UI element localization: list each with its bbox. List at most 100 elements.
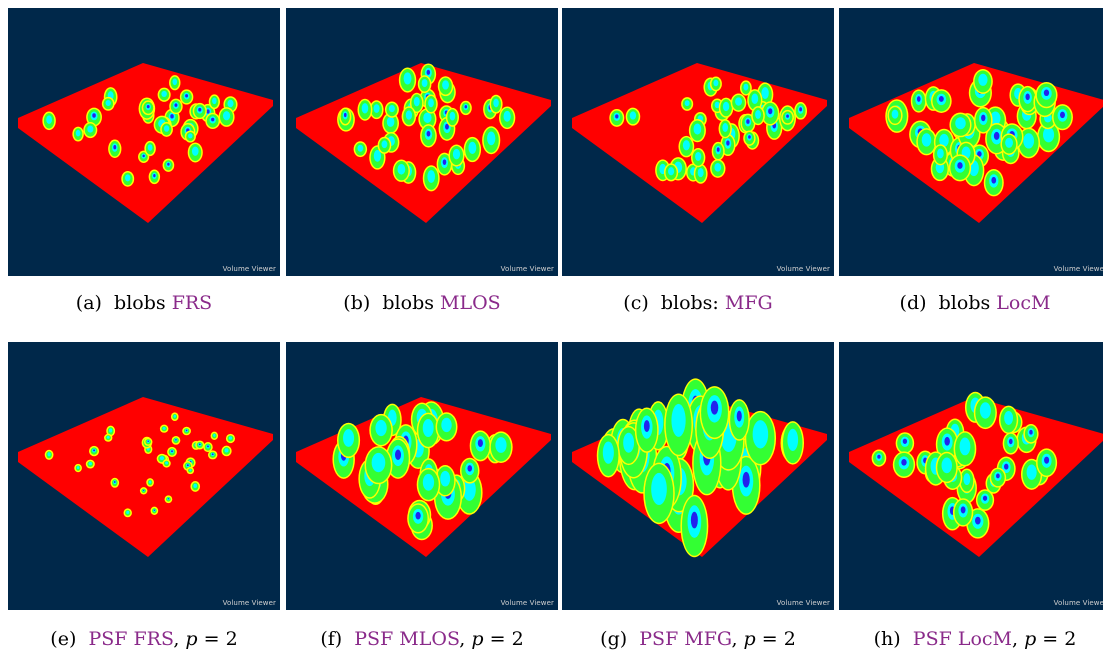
caption-prefix: PSF: [912, 628, 952, 650]
blob: [959, 468, 975, 494]
caption-prefix: PSF: [354, 628, 394, 650]
blob: [463, 136, 482, 163]
blob: [148, 169, 161, 185]
blob: [718, 97, 734, 118]
slab-face: [572, 63, 827, 223]
blob: [1018, 85, 1037, 113]
blob: [416, 467, 441, 502]
blob: [357, 98, 373, 121]
blob: [101, 96, 115, 111]
blob: [609, 108, 625, 127]
blob: [625, 107, 641, 126]
blob: [794, 101, 808, 120]
blob: [144, 140, 156, 157]
blob: [973, 106, 993, 134]
blob: [678, 135, 695, 158]
blob: [384, 101, 399, 118]
caption-prefix: PSF: [88, 628, 128, 650]
blob: [44, 449, 54, 460]
blob: [747, 89, 763, 112]
watermark: Volume Viewer: [500, 599, 554, 607]
blob: [664, 163, 679, 182]
blob: [489, 431, 513, 463]
blob: [86, 107, 102, 127]
blob: [761, 101, 780, 126]
caption-method: MLOS: [440, 292, 501, 314]
blob: [681, 97, 694, 111]
blob: [382, 112, 399, 134]
caption-method: LocM: [996, 292, 1051, 314]
volume-viewer-render: Volume Viewer: [562, 8, 834, 276]
panel-b: Volume Viewer (b) blobs MLOS: [286, 8, 558, 314]
blob: [739, 80, 752, 96]
blob: [953, 431, 977, 467]
blob: [401, 106, 417, 127]
panel-e: Volume Viewer (e) PSF FRS, p = 2: [8, 342, 280, 650]
watermark: Volume Viewer: [1053, 599, 1103, 607]
blob: [159, 424, 169, 433]
blob: [910, 89, 927, 113]
panel-d: Volume Viewer (d) blobs LocM: [839, 8, 1103, 314]
subfigure-caption: (b) blobs MLOS: [286, 292, 558, 314]
blob: [751, 106, 765, 126]
blob: [680, 494, 709, 558]
blob: [210, 431, 219, 440]
blob: [141, 100, 155, 116]
blob: [205, 112, 221, 129]
panel-f: Volume Viewer (f) PSF MLOS, p = 2: [286, 342, 558, 650]
blob: [973, 396, 997, 430]
caption-prefix: blobs: [938, 292, 991, 314]
caption-suffix: ,: [459, 628, 466, 650]
watermark: Volume Viewer: [500, 265, 554, 273]
volume-viewer-render: Volume Viewer: [562, 342, 834, 610]
blob: [634, 407, 659, 453]
blob: [930, 89, 952, 113]
blob: [1023, 424, 1039, 444]
blob: [498, 106, 516, 130]
blob: [1002, 432, 1019, 455]
blob: [730, 93, 747, 112]
subfigure-caption: (g) PSF MFG, p = 2: [562, 628, 834, 650]
blob: [104, 433, 113, 442]
blob: [162, 158, 175, 172]
blob: [106, 425, 116, 437]
blob: [169, 98, 183, 115]
blob: [369, 100, 384, 120]
blob: [409, 92, 424, 114]
blob: [150, 506, 159, 515]
caption-prefix: PSF: [639, 628, 679, 650]
caption-p-eq: = 2: [1042, 628, 1077, 650]
watermark: Volume Viewer: [776, 265, 830, 273]
caption-p-var: p: [185, 628, 198, 650]
volume-viewer-render: Volume Viewer: [286, 8, 558, 276]
blob: [160, 122, 173, 137]
blob: [171, 436, 181, 445]
blob: [744, 410, 777, 466]
blob: [459, 100, 472, 116]
caption-method: FRS: [171, 292, 213, 314]
caption-suffix: ,: [173, 628, 180, 650]
blob: [192, 102, 207, 120]
blob: [157, 87, 171, 102]
caption-label: (c): [623, 292, 649, 314]
blob: [207, 450, 218, 460]
panel-a: Volume Viewer (a) blobs FRS: [8, 8, 280, 314]
blob: [781, 421, 804, 465]
blob: [167, 446, 177, 457]
blob: [699, 386, 730, 440]
blob: [398, 67, 417, 93]
blob: [1036, 121, 1061, 153]
blob: [110, 477, 120, 488]
blob: [766, 115, 783, 140]
blob: [710, 159, 726, 178]
blob: [353, 141, 368, 158]
caption-method: MFG: [684, 628, 732, 650]
caption-p-eq: = 2: [761, 628, 796, 650]
blob: [221, 445, 232, 457]
blob: [973, 69, 993, 94]
caption-method: MLOS: [399, 628, 460, 650]
blob: [203, 442, 213, 453]
blob: [718, 119, 732, 139]
caption-prefix: blobs: [114, 292, 166, 314]
blob: [170, 412, 179, 421]
